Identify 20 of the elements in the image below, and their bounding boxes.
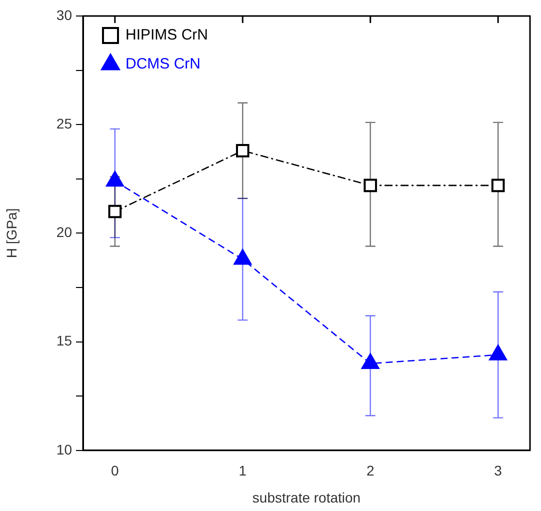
y-tick-label: 15 [56, 332, 72, 349]
x-tick-label: 2 [366, 462, 374, 479]
point [488, 344, 508, 360]
y-axis-title: H [GPa] [3, 208, 20, 258]
x-tick-label: 0 [111, 462, 120, 479]
point [236, 144, 250, 158]
point [491, 178, 505, 192]
legend-label: DCMS CrN [126, 56, 200, 73]
y-tick-label: 25 [56, 115, 72, 132]
point [364, 178, 378, 192]
legend-label: HIPIMS CrN [126, 26, 208, 44]
x-tick-label: 1 [238, 462, 247, 479]
x-axis-title: substrate rotation [252, 489, 361, 506]
y-tick-label: 10 [56, 441, 72, 458]
point [361, 353, 380, 370]
y-tick-label: 30 [56, 6, 72, 23]
point [108, 204, 122, 218]
point [233, 248, 252, 265]
x-tick-label: 3 [494, 462, 502, 479]
y-tick-label: 20 [56, 224, 72, 240]
